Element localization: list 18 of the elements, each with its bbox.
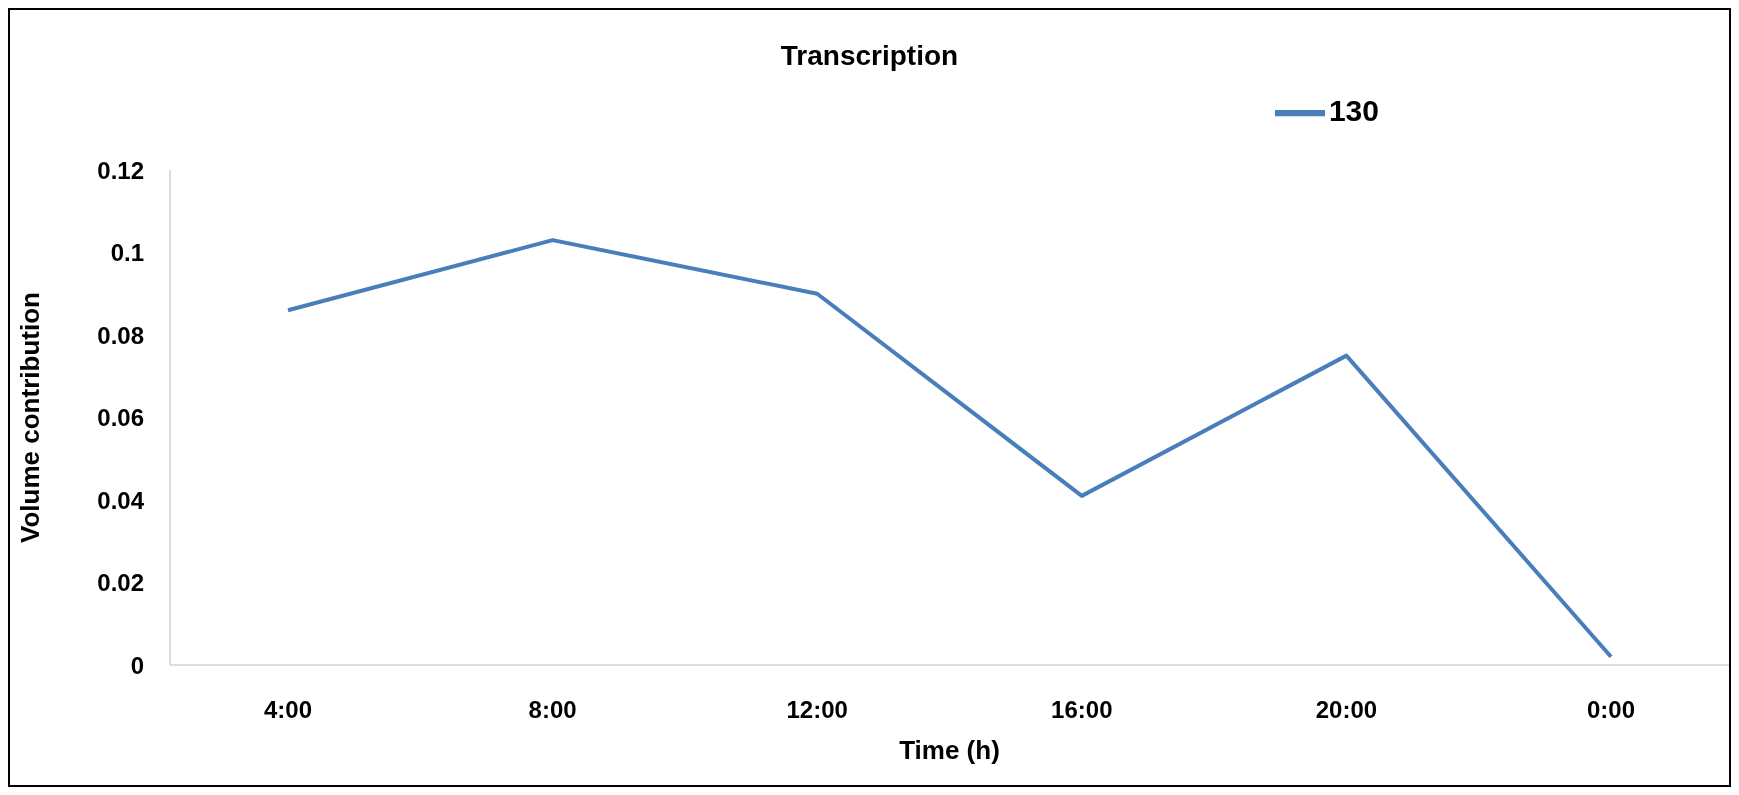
y-tick-label: 0.04 xyxy=(97,486,145,514)
y-tick-label: 0.1 xyxy=(110,239,144,267)
line-series xyxy=(286,238,1613,659)
x-axis-title: Time (h) xyxy=(899,735,1000,765)
y-tick-label: 0.12 xyxy=(97,156,144,184)
y-axis-title: Volume contribution xyxy=(15,292,46,543)
chart-title: Transcription xyxy=(779,40,960,72)
y-tick-label: 0.08 xyxy=(97,321,144,349)
legend-label: 130 xyxy=(1328,93,1379,127)
y-tick-label: 0.06 xyxy=(97,404,144,432)
y-tick-label: 0.02 xyxy=(97,569,144,597)
x-tick-label: 16:00 xyxy=(1051,696,1113,724)
y-tick-label: 0 xyxy=(130,651,144,679)
x-tick-label: 8:00 xyxy=(528,696,577,724)
x-tick-label: 20:00 xyxy=(1315,696,1378,724)
x-tick-label: 4:00 xyxy=(263,696,313,724)
x-tick-label: 0:00 xyxy=(1586,696,1636,724)
x-tick-label: 12:00 xyxy=(786,696,848,724)
